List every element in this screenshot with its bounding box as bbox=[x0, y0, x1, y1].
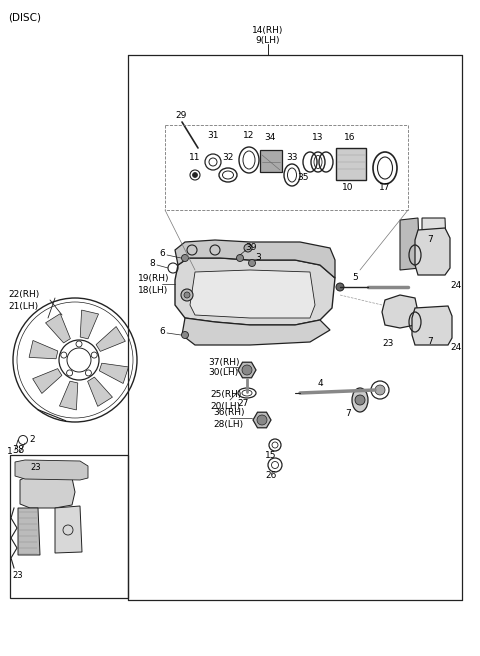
Text: 35: 35 bbox=[297, 173, 309, 182]
Polygon shape bbox=[382, 295, 418, 328]
Text: 6: 6 bbox=[159, 327, 165, 337]
Text: 14(RH): 14(RH) bbox=[252, 26, 284, 35]
Text: 12: 12 bbox=[243, 131, 255, 140]
Polygon shape bbox=[238, 362, 256, 378]
Text: 1: 1 bbox=[7, 447, 13, 457]
Text: 11: 11 bbox=[189, 154, 201, 163]
Polygon shape bbox=[55, 506, 82, 553]
Text: 23: 23 bbox=[30, 464, 41, 472]
Polygon shape bbox=[175, 240, 335, 278]
Polygon shape bbox=[422, 218, 447, 268]
Polygon shape bbox=[80, 310, 98, 339]
Circle shape bbox=[181, 289, 193, 301]
FancyBboxPatch shape bbox=[336, 148, 366, 180]
Text: 21(LH): 21(LH) bbox=[8, 302, 38, 310]
Circle shape bbox=[192, 173, 197, 178]
Polygon shape bbox=[96, 327, 125, 352]
Text: 26: 26 bbox=[265, 472, 276, 480]
Circle shape bbox=[181, 255, 189, 262]
Polygon shape bbox=[415, 228, 450, 275]
Circle shape bbox=[431, 241, 435, 245]
Polygon shape bbox=[99, 363, 129, 384]
Polygon shape bbox=[88, 377, 112, 406]
Text: 10: 10 bbox=[342, 184, 354, 192]
Text: 4: 4 bbox=[317, 379, 323, 388]
Text: 31: 31 bbox=[207, 131, 219, 140]
Polygon shape bbox=[190, 270, 315, 318]
Polygon shape bbox=[33, 369, 62, 394]
Text: 7: 7 bbox=[345, 409, 351, 417]
Text: 6: 6 bbox=[159, 249, 165, 258]
Polygon shape bbox=[412, 306, 452, 345]
Text: 7: 7 bbox=[427, 337, 433, 346]
Text: 27: 27 bbox=[237, 398, 249, 407]
Circle shape bbox=[244, 244, 252, 252]
Text: 9(LH): 9(LH) bbox=[256, 35, 280, 45]
Text: 23: 23 bbox=[382, 338, 394, 348]
Polygon shape bbox=[46, 314, 71, 343]
Polygon shape bbox=[182, 318, 330, 345]
Text: (DISC): (DISC) bbox=[8, 13, 41, 23]
Text: 5: 5 bbox=[352, 274, 358, 283]
Text: 19(RH): 19(RH) bbox=[138, 274, 169, 283]
Text: 3: 3 bbox=[255, 253, 261, 262]
Text: 18(LH): 18(LH) bbox=[138, 285, 168, 295]
Text: 2: 2 bbox=[29, 436, 35, 445]
Polygon shape bbox=[253, 412, 271, 428]
Circle shape bbox=[242, 365, 252, 375]
Text: 32: 32 bbox=[222, 154, 234, 163]
Text: 24: 24 bbox=[450, 281, 461, 289]
Text: 37(RH): 37(RH) bbox=[208, 358, 240, 367]
Polygon shape bbox=[15, 460, 88, 480]
Text: 38: 38 bbox=[12, 445, 24, 455]
Circle shape bbox=[184, 292, 190, 298]
Circle shape bbox=[355, 395, 365, 405]
Text: 8: 8 bbox=[149, 258, 155, 268]
Text: 28(LH): 28(LH) bbox=[213, 419, 243, 428]
Polygon shape bbox=[20, 475, 75, 508]
Text: 7: 7 bbox=[427, 236, 433, 245]
Text: 24: 24 bbox=[450, 344, 461, 352]
Text: 23: 23 bbox=[12, 571, 23, 579]
Text: 29: 29 bbox=[175, 110, 186, 119]
Text: 34: 34 bbox=[264, 134, 276, 142]
Text: 36(RH): 36(RH) bbox=[213, 409, 244, 417]
Circle shape bbox=[257, 415, 267, 425]
Text: 39: 39 bbox=[245, 243, 256, 253]
Polygon shape bbox=[29, 340, 58, 359]
Circle shape bbox=[375, 385, 385, 395]
Bar bbox=[10, 455, 128, 598]
FancyBboxPatch shape bbox=[260, 150, 282, 172]
Circle shape bbox=[181, 331, 189, 338]
Circle shape bbox=[237, 255, 243, 262]
Polygon shape bbox=[175, 258, 335, 325]
Text: 17: 17 bbox=[379, 184, 391, 192]
Text: 16: 16 bbox=[344, 134, 356, 142]
Ellipse shape bbox=[352, 388, 368, 412]
Text: 15: 15 bbox=[265, 451, 277, 459]
Text: 25(RH): 25(RH) bbox=[210, 390, 241, 400]
Text: 20(LH): 20(LH) bbox=[210, 401, 240, 411]
Circle shape bbox=[249, 260, 255, 266]
Circle shape bbox=[336, 283, 344, 291]
Text: 33: 33 bbox=[286, 154, 298, 163]
Polygon shape bbox=[18, 508, 40, 555]
Text: 13: 13 bbox=[312, 134, 324, 142]
Polygon shape bbox=[60, 381, 78, 410]
Text: 22(RH): 22(RH) bbox=[8, 291, 39, 300]
Text: 30(LH): 30(LH) bbox=[208, 369, 238, 377]
Polygon shape bbox=[400, 218, 420, 270]
